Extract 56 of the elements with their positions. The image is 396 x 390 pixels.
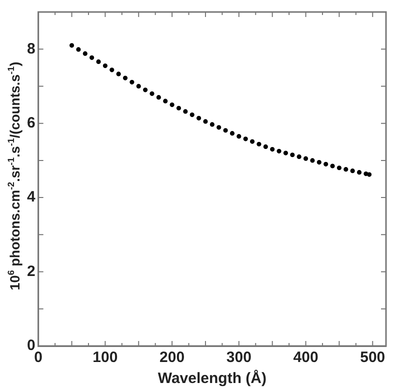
point (263, 144, 268, 150)
point (156, 95, 161, 100)
x-tick-label: 300 (226, 349, 252, 366)
point (310, 158, 315, 163)
point (110, 68, 114, 72)
point (324, 162, 328, 166)
y-tick-label: 0 (27, 337, 36, 354)
x-tick-label: 400 (293, 349, 318, 366)
point (356, 170, 362, 175)
y-tick-label: 6 (27, 114, 36, 132)
point (230, 131, 235, 136)
point (196, 116, 202, 120)
point (250, 139, 255, 144)
point (90, 55, 94, 60)
x-tick-label: 500 (360, 349, 386, 366)
point (256, 142, 262, 146)
point (96, 59, 101, 64)
point (243, 136, 248, 142)
point (276, 148, 282, 154)
point (150, 91, 154, 96)
point (303, 156, 308, 161)
point (296, 154, 302, 160)
point (344, 167, 348, 172)
point (203, 119, 208, 124)
point (223, 128, 228, 133)
point (270, 147, 275, 152)
point (236, 134, 242, 139)
point (82, 51, 88, 56)
y-tick-label: 2 (27, 262, 36, 280)
point (190, 112, 194, 118)
point (143, 88, 148, 92)
point (330, 164, 335, 168)
y-tick-label: 8 (27, 40, 36, 58)
point (316, 160, 322, 165)
point (290, 152, 295, 158)
point (76, 47, 81, 52)
point (163, 98, 168, 104)
point (69, 43, 74, 48)
x-axis-title: Wavelength (Å) (158, 369, 266, 388)
point (130, 80, 134, 84)
point (350, 168, 355, 174)
point (170, 102, 174, 108)
y-tick-label: 4 (27, 188, 36, 206)
point (336, 166, 342, 170)
point (116, 72, 121, 76)
point (183, 109, 188, 114)
x-tick-label: 200 (160, 349, 185, 366)
point (210, 122, 214, 127)
point (136, 84, 141, 89)
point (176, 106, 182, 110)
point (366, 172, 372, 177)
point (102, 64, 108, 68)
point (216, 125, 222, 130)
point (122, 76, 128, 80)
x-tick-label: 100 (92, 349, 118, 366)
point (283, 150, 288, 156)
